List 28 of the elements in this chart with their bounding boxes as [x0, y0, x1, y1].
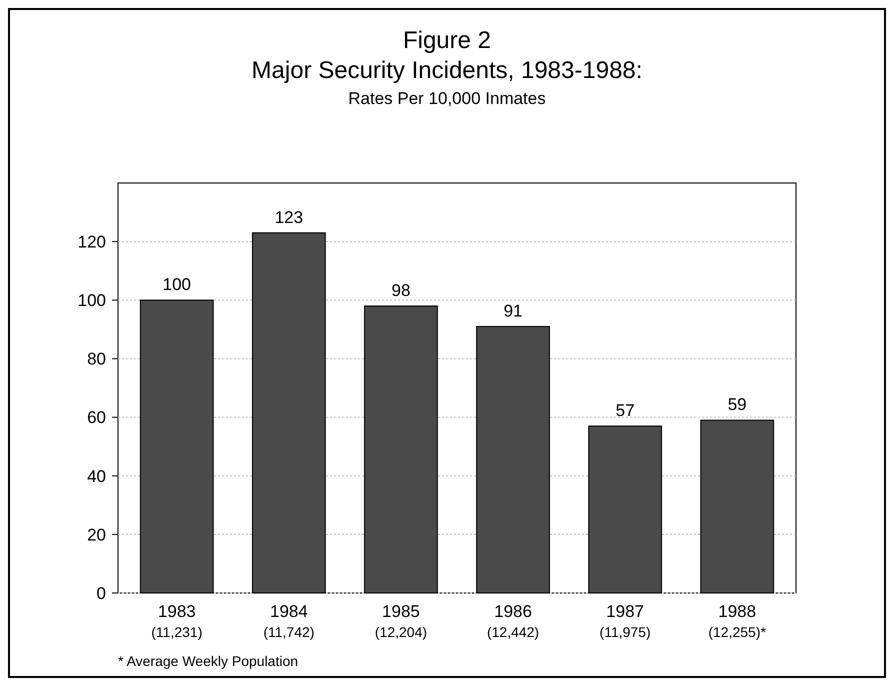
x-tick-label: 1983 (11,231) — [151, 602, 202, 640]
x-tick-label: 1986 (12,442) — [486, 602, 540, 640]
data-label: 59 — [728, 395, 747, 414]
y-tick-label: 120 — [78, 232, 106, 252]
text: * Average Weekly Population — [118, 653, 298, 669]
bar — [476, 326, 550, 594]
chart-subtitle: Rates Per 10,000 Inmates — [348, 89, 546, 108]
data-label: 123 — [274, 208, 304, 227]
bar — [700, 420, 774, 594]
y-tick-label: 0 — [96, 584, 106, 603]
data-label: 91 — [504, 302, 522, 320]
y-tick-label: 20 — [87, 525, 106, 544]
x-tick-label: 1985 (12,204) — [374, 602, 428, 640]
bar — [140, 300, 214, 594]
y-tick-label: 100 — [78, 291, 106, 310]
chart-title: Figure 2 Major Security Incidents, 1983-1988: — [252, 27, 642, 84]
bar — [252, 232, 326, 594]
x-tick-label: 1988 (12,255)* — [708, 602, 767, 640]
y-tick-label: 60 — [87, 408, 106, 428]
bar — [588, 426, 662, 594]
data-label: 100 — [162, 275, 192, 294]
y-tick-label: 80 — [87, 350, 106, 369]
data-label: 57 — [616, 401, 635, 420]
x-tick-label: 1984 (11,742) — [263, 602, 314, 640]
x-tick-label: 1987 (11,975) — [600, 602, 651, 640]
data-label: 98 — [392, 281, 410, 300]
bar — [364, 306, 438, 594]
y-tick-label: 40 — [87, 466, 106, 486]
